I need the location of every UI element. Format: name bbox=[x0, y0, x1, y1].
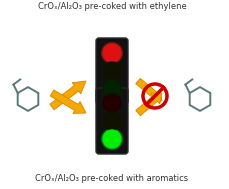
FancyBboxPatch shape bbox=[95, 88, 128, 154]
Circle shape bbox=[103, 44, 120, 62]
FancyArrow shape bbox=[50, 90, 86, 113]
FancyArrow shape bbox=[50, 81, 86, 110]
Circle shape bbox=[101, 43, 122, 64]
Circle shape bbox=[103, 112, 120, 130]
Circle shape bbox=[103, 62, 120, 80]
Circle shape bbox=[103, 80, 120, 98]
FancyArrow shape bbox=[135, 93, 161, 116]
Text: CrOₓ/Al₂O₃ pre-coked with ethylene: CrOₓ/Al₂O₃ pre-coked with ethylene bbox=[38, 2, 185, 11]
FancyArrow shape bbox=[135, 78, 161, 101]
FancyBboxPatch shape bbox=[95, 38, 128, 104]
Circle shape bbox=[103, 94, 120, 112]
Circle shape bbox=[103, 130, 120, 148]
Circle shape bbox=[101, 129, 122, 149]
Text: CrOₓ/Al₂O₃ pre-coked with aromatics: CrOₓ/Al₂O₃ pre-coked with aromatics bbox=[35, 174, 188, 183]
